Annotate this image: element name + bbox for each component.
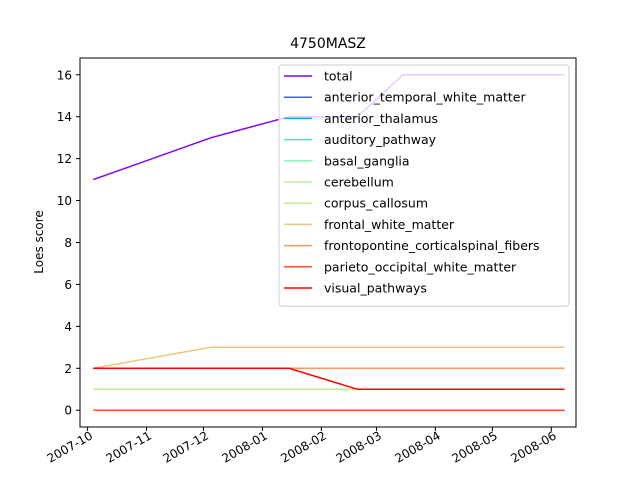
chart-title: 4750MASZ xyxy=(290,36,366,52)
legend-label: visual_pathways xyxy=(324,281,427,296)
series-line-frontal-white-matter xyxy=(93,346,565,370)
legend-box xyxy=(278,64,570,307)
y-tick-label: 10 xyxy=(57,194,72,208)
legend-label: cerebellum xyxy=(324,175,394,190)
series-line-visual-pathways xyxy=(93,367,565,391)
y-tick-label: 2 xyxy=(64,362,72,376)
y-axis: 0 2 4 6 8 10 12 14 16 xyxy=(57,68,80,418)
y-tick-label: 14 xyxy=(57,110,72,124)
y-tick-label: 0 xyxy=(64,404,72,418)
legend-label: frontal_white_matter xyxy=(324,217,455,232)
plot-frame xyxy=(79,57,577,428)
legend-label: anterior_thalamus xyxy=(324,111,438,126)
y-tick-label: 12 xyxy=(57,152,72,166)
y-tick-label: 6 xyxy=(64,278,72,292)
legend-label: frontopontine_corticalspinal_fibers xyxy=(324,238,540,253)
legend: total anterior_temporal_white_matteranter… xyxy=(278,64,570,307)
y-tick-label: 8 xyxy=(64,236,72,250)
y-tick-label: 4 xyxy=(64,320,72,334)
legend-label: auditory_pathway xyxy=(324,132,437,147)
legend-label: anterior_temporal_white_matter xyxy=(324,90,526,105)
legend-label: parieto_occipital_white_matter xyxy=(324,259,517,274)
legend-label: total xyxy=(324,69,353,84)
legend-label: basal_ganglia xyxy=(324,153,410,168)
plot-lines xyxy=(93,74,565,411)
y-tick-label: 16 xyxy=(57,68,72,82)
legend-label: corpus_callosum xyxy=(324,196,428,211)
y-axis-label: Loes score xyxy=(32,210,46,274)
